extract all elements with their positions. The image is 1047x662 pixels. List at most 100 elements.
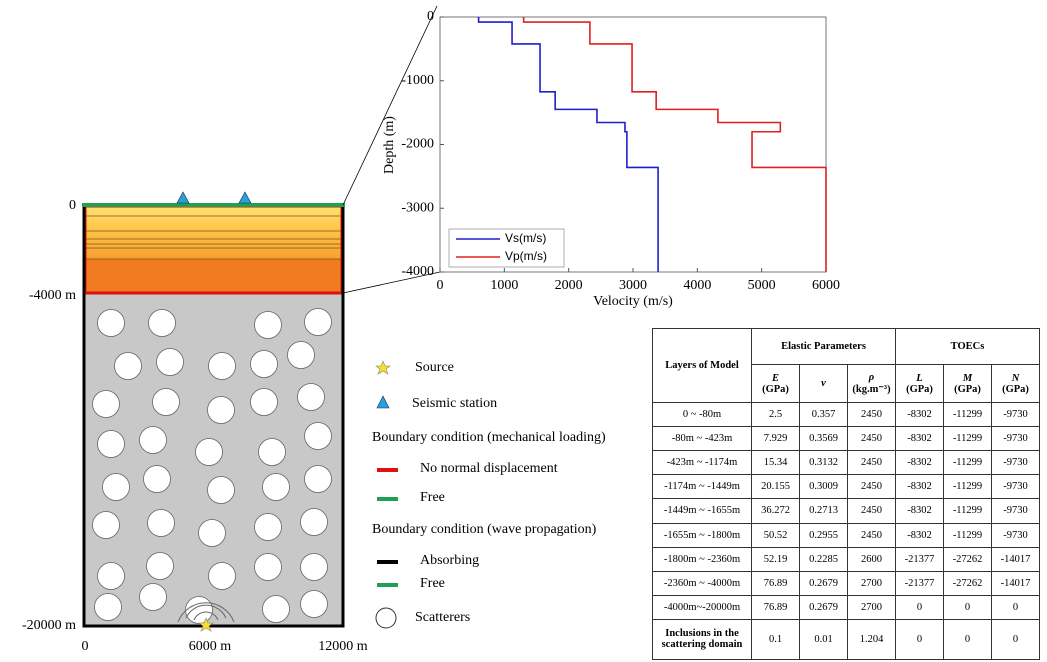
legend-source-icon (376, 361, 390, 374)
column-symbol: L (916, 373, 922, 384)
width-label: 0 (82, 639, 89, 654)
table-cell: -9730 (992, 427, 1040, 451)
table-cell: M(GPa) (944, 365, 992, 403)
table-cell: -21377 (896, 547, 944, 571)
column-symbol: N (1012, 373, 1020, 384)
y-tick-label: -1000 (401, 73, 434, 88)
table-cell: -11299 (944, 427, 992, 451)
legend-text: Free (420, 490, 445, 505)
scatterer (186, 597, 213, 624)
table-row: -1800m ~ -2360m52.190.22852600-21377-272… (653, 547, 1040, 571)
scatterer (196, 439, 223, 466)
table-cell: 50.52 (752, 523, 800, 547)
table-cell: 0 (944, 619, 992, 659)
scatterer (93, 391, 120, 418)
table-cell: ρ(kg.m⁻³) (848, 365, 896, 403)
scatterer (301, 591, 328, 618)
table-cell: 2450 (848, 427, 896, 451)
legend-label: Vp(m/s) (505, 249, 547, 263)
x-tick-label: 3000 (619, 278, 647, 293)
lower-layer (84, 259, 343, 293)
column-unit: (GPa) (762, 384, 789, 395)
table-cell: 2700 (848, 595, 896, 619)
scatterer (103, 474, 130, 501)
table-cell: -8302 (896, 427, 944, 451)
legend-text: Scatterers (415, 610, 470, 625)
scatterer (147, 553, 174, 580)
table-row: -1174m ~ -1449m20.1550.30092450-8302-112… (653, 475, 1040, 499)
scatterer (305, 466, 332, 493)
scatterer (288, 342, 315, 369)
table-cell: 2450 (848, 475, 896, 499)
depth-label: 0 (69, 198, 76, 213)
table-cell: 0 (896, 619, 944, 659)
depth-label: -4000 m (29, 288, 76, 303)
table-cell: Inclusions in the scattering domain (653, 619, 752, 659)
page: 0 -4000 m -20000 m 0 6000 m 12000 m Sour… (0, 0, 1047, 662)
width-label: 12000 m (318, 639, 368, 654)
legend-text: Seismic station (412, 396, 497, 411)
table-cell: -9730 (992, 403, 1040, 427)
table-cell: E(GPa) (752, 365, 800, 403)
scatterer (255, 514, 282, 541)
table-cell: -9730 (992, 523, 1040, 547)
depth-label: -20000 m (22, 618, 76, 633)
x-tick-label: 1000 (490, 278, 518, 293)
legend-heading: Boundary condition (wave propagation) (372, 522, 597, 537)
scatterer (98, 431, 125, 458)
scatterer (115, 353, 142, 380)
scatterer (149, 310, 176, 337)
y-tick-label: -3000 (401, 200, 434, 215)
table-cell: -8302 (896, 403, 944, 427)
table-cell: 0 (944, 595, 992, 619)
table-cell: 0.3009 (800, 475, 848, 499)
column-symbol: M (963, 373, 972, 384)
table-cell: -14017 (992, 547, 1040, 571)
scatterer (209, 563, 236, 590)
scatterer (98, 310, 125, 337)
table-cell: -27262 (944, 571, 992, 595)
legend-text: Source (415, 360, 454, 375)
table-cell: -14017 (992, 571, 1040, 595)
x-tick-label: 6000 (812, 278, 840, 293)
table-cell: TOECs (896, 329, 1040, 365)
legend-text: No normal displacement (420, 461, 558, 476)
table-cell: 0.357 (800, 403, 848, 427)
scatterer (98, 563, 125, 590)
table-cell: -11299 (944, 475, 992, 499)
table-cell: 7.929 (752, 427, 800, 451)
table-row: -2360m ~ -4000m76.890.26792700-21377-272… (653, 571, 1040, 595)
table-cell: 0.2285 (800, 547, 848, 571)
station (239, 192, 251, 203)
table-cell: 0.01 (800, 619, 848, 659)
table-cell: 2700 (848, 571, 896, 595)
scatterer (301, 509, 328, 536)
table-cell: 0 ~ -80m (653, 403, 752, 427)
scatterer (140, 427, 167, 454)
table-cell: 2600 (848, 547, 896, 571)
table-cell: Layers of Model (653, 329, 752, 403)
legend-text: Absorbing (420, 553, 479, 568)
table-cell: 0.2713 (800, 499, 848, 523)
upper-layers (84, 207, 343, 259)
table-cell: L(GPa) (896, 365, 944, 403)
scatterer (301, 554, 328, 581)
table-cell: -1655m ~ -1800m (653, 523, 752, 547)
table-cell: -21377 (896, 571, 944, 595)
x-tick-label: 0 (437, 278, 444, 293)
zoom-line (343, 6, 437, 205)
scatterer (251, 389, 278, 416)
table-cell: -4000m~-20000m (653, 595, 752, 619)
table-cell: -80m ~ -423m (653, 427, 752, 451)
table-cell: -9730 (992, 499, 1040, 523)
scatterer (305, 423, 332, 450)
scatterer (208, 397, 235, 424)
y-tick-label: -4000 (401, 264, 434, 279)
table-cell: 0.2679 (800, 595, 848, 619)
table-cell: 76.89 (752, 571, 800, 595)
table-cell: -9730 (992, 475, 1040, 499)
